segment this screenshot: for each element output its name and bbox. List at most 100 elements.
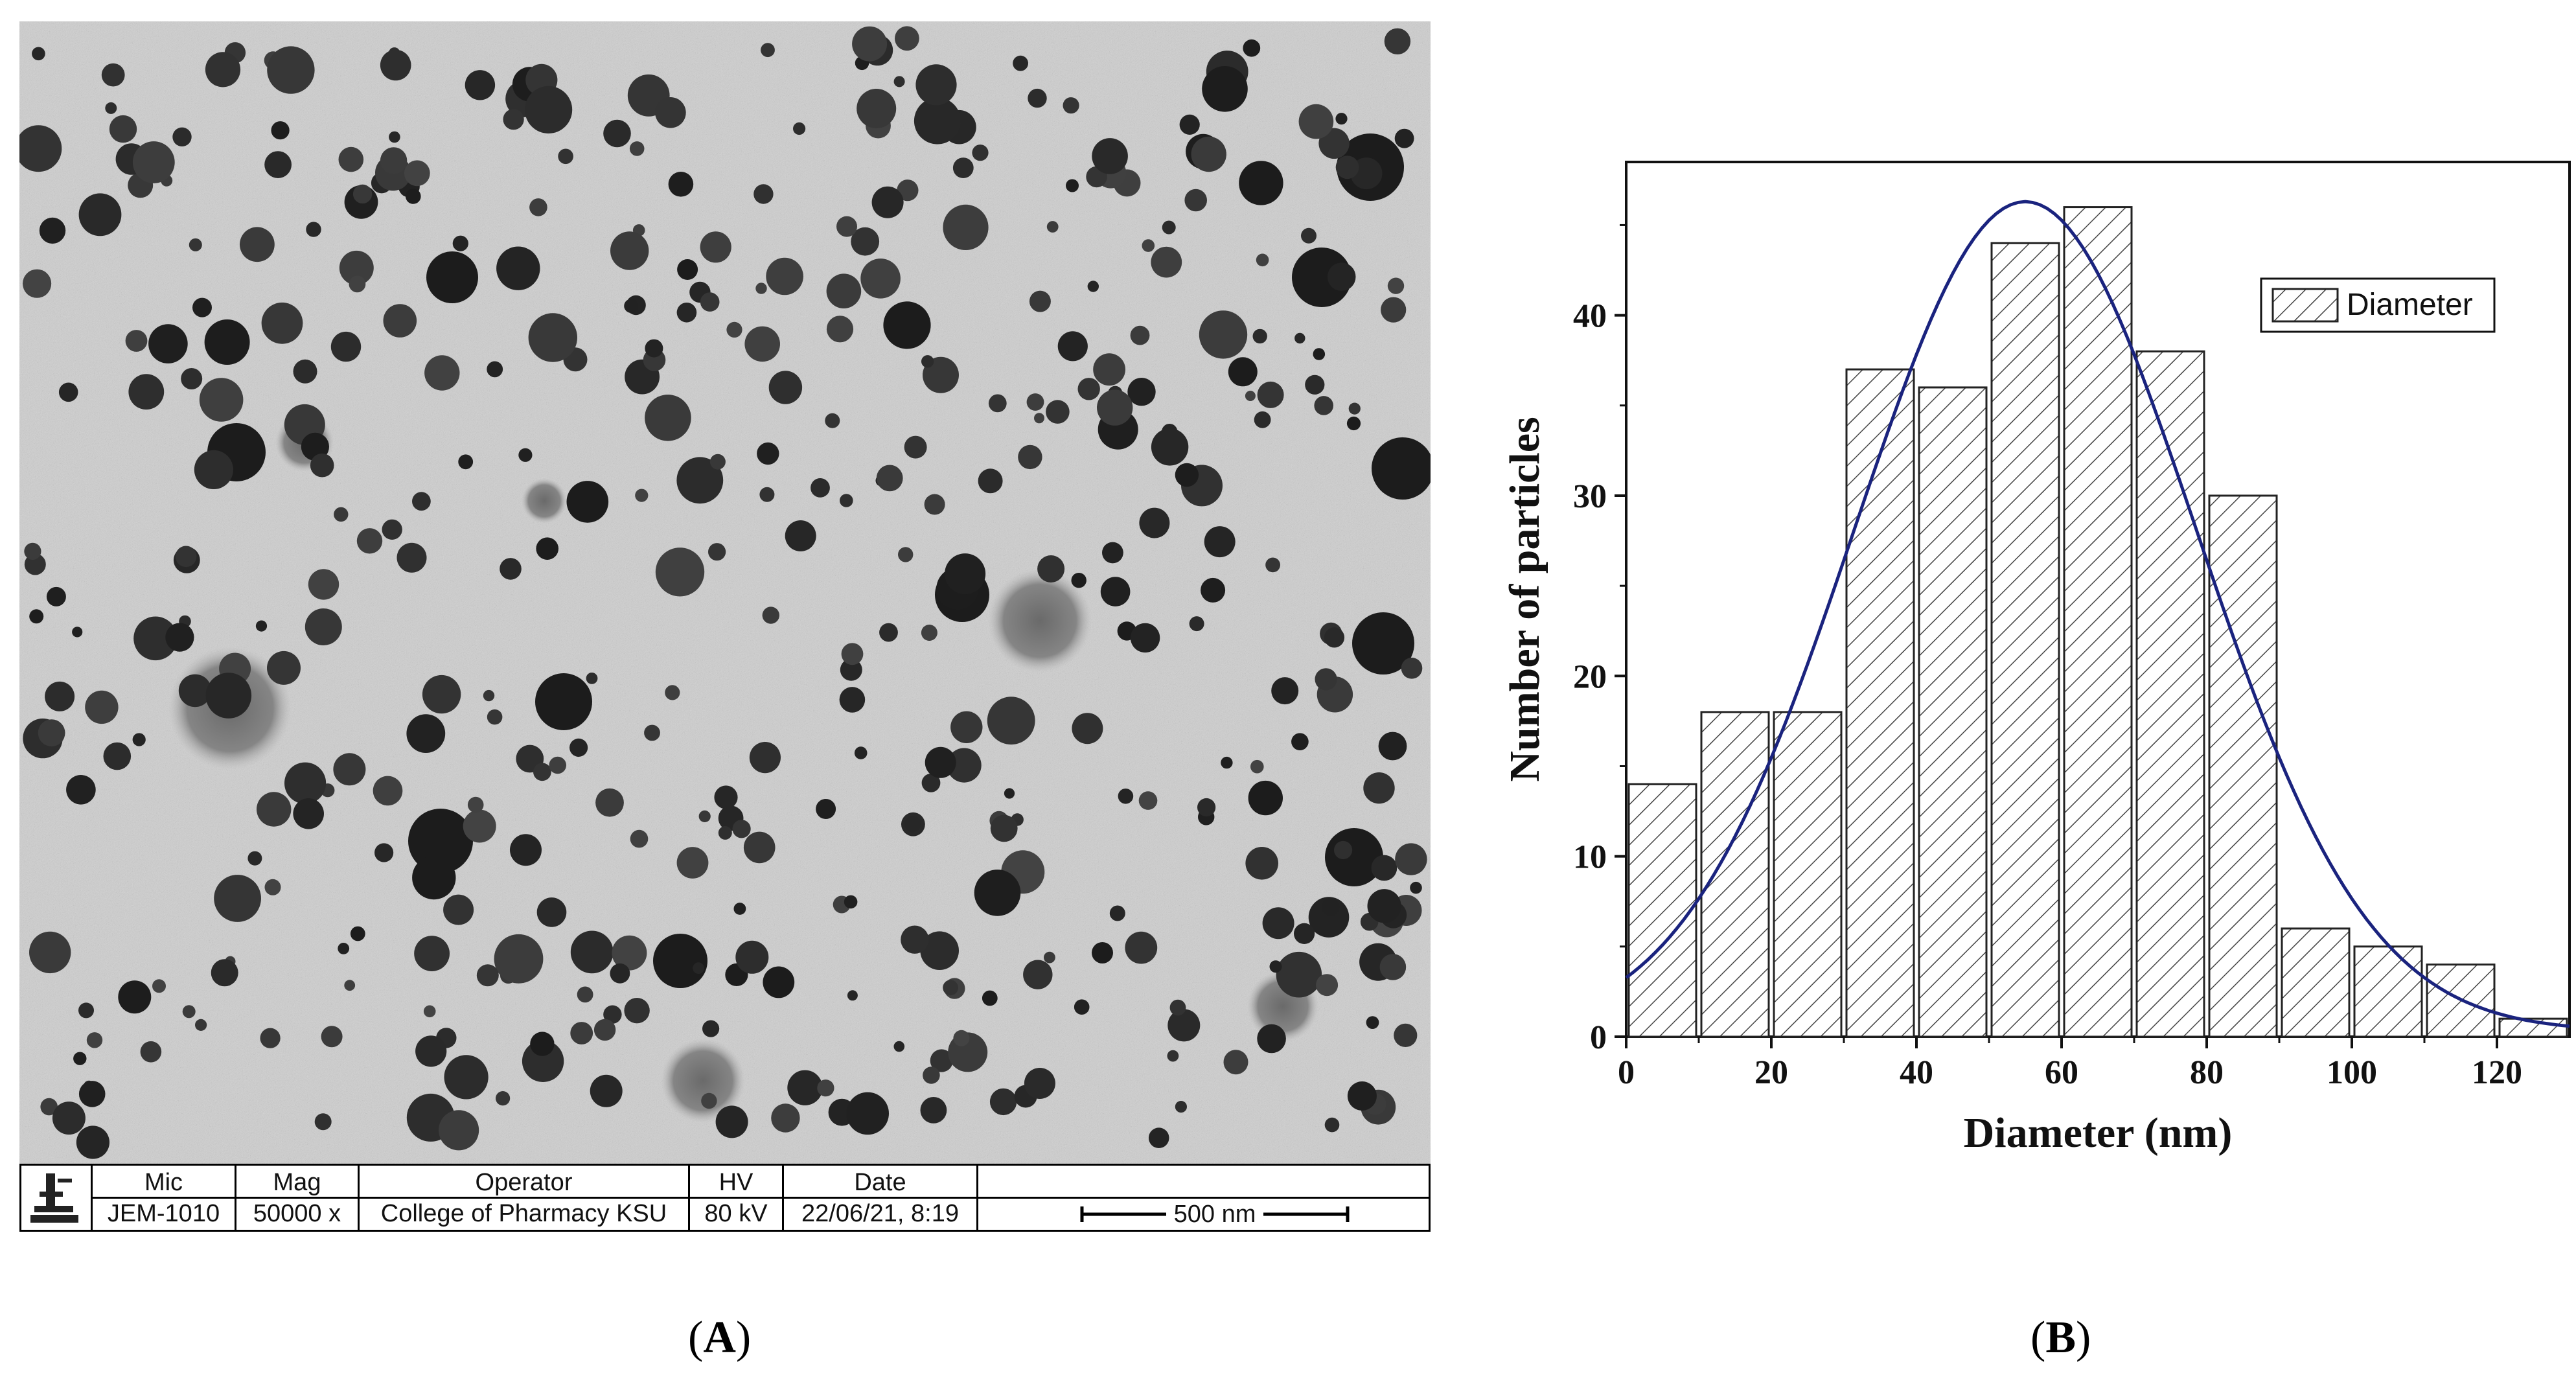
nanoparticle — [496, 1091, 511, 1106]
nanoparticle — [32, 47, 45, 61]
nanoparticle — [529, 198, 547, 216]
nanoparticle — [700, 231, 731, 263]
nanoparticle — [744, 326, 780, 362]
nanoparticle — [1371, 855, 1397, 881]
nanoparticle — [101, 63, 125, 87]
nanoparticle — [1292, 248, 1351, 307]
nanoparticle — [423, 1005, 436, 1018]
nanoparticle — [310, 453, 334, 478]
nanoparticle — [893, 1041, 905, 1052]
hv-label: HV — [719, 1169, 753, 1196]
nanoparticle — [1125, 931, 1158, 964]
nanoparticle — [709, 454, 726, 470]
nanoparticle — [1063, 97, 1079, 114]
nanoparticle — [444, 1055, 489, 1100]
nanoparticle — [293, 798, 325, 829]
nanoparticle — [128, 374, 165, 410]
nanoparticle — [1118, 789, 1134, 804]
nanoparticle — [923, 1067, 940, 1084]
date-label: Date — [854, 1169, 906, 1196]
nanoparticle — [1372, 437, 1431, 500]
nanoparticle — [182, 1005, 196, 1019]
nanoparticle — [1315, 668, 1337, 691]
nanoparticle — [308, 569, 339, 600]
nanoparticle — [702, 1020, 720, 1037]
nanoparticle — [1097, 389, 1133, 426]
nanoparticle — [904, 816, 921, 833]
caption-a-letter: A — [703, 1313, 736, 1363]
y-tick-label: 20 — [1573, 658, 1607, 695]
nanoparticle — [525, 86, 573, 133]
nanoparticle — [1077, 378, 1100, 400]
nanoparticle — [655, 97, 686, 128]
nanoparticle — [1057, 331, 1088, 362]
nanoparticle — [629, 141, 645, 156]
nanoparticle — [895, 26, 919, 51]
nanoparticle — [404, 160, 430, 187]
mic-value: JEM-1010 — [107, 1200, 220, 1227]
nanoparticle — [1367, 889, 1401, 923]
nanoparticle — [1262, 907, 1294, 940]
nanoparticle — [260, 1028, 281, 1048]
nanoparticle — [1204, 526, 1236, 558]
nanoparticle — [624, 299, 638, 313]
nanoparticle — [653, 934, 707, 988]
nanoparticle — [1202, 66, 1248, 112]
diffuse-particle — [661, 1039, 745, 1123]
y-axis-label: Number of particles — [1501, 417, 1548, 781]
nanoparticle — [763, 966, 795, 998]
nanoparticle — [566, 481, 609, 523]
nanoparticle — [267, 46, 315, 94]
nanoparticle — [726, 321, 742, 338]
nanoparticle — [1191, 136, 1226, 172]
nanoparticle — [558, 148, 573, 165]
nanoparticle — [1139, 507, 1170, 538]
nanoparticle — [510, 834, 542, 866]
nanoparticle — [635, 489, 649, 502]
nanoparticle — [1347, 1081, 1377, 1111]
nanoparticle — [1298, 104, 1334, 139]
nanoparticle — [487, 361, 503, 378]
nanoparticle — [467, 796, 484, 813]
nanoparticle — [339, 250, 374, 285]
nanoparticle — [1265, 557, 1280, 573]
nanoparticle — [768, 371, 803, 404]
hv-cell: HV 80 kV — [690, 1166, 784, 1230]
nanoparticle — [109, 115, 137, 143]
nanoparticle — [487, 709, 503, 725]
hv-value: 80 kV — [704, 1200, 768, 1227]
nanoparticle — [39, 217, 66, 244]
nanoparticle — [1071, 573, 1087, 588]
nanoparticle — [452, 235, 468, 251]
nanoparticle — [1066, 179, 1079, 192]
nanoparticle — [530, 1032, 555, 1056]
nanoparticle — [811, 478, 830, 498]
nanoparticle — [700, 292, 720, 312]
nanoparticle — [78, 193, 122, 236]
nanoparticle — [645, 395, 691, 441]
nanoparticle — [930, 1049, 953, 1072]
nanoparticle — [943, 204, 989, 250]
nanoparticle — [1248, 780, 1283, 816]
nanoparticle — [374, 843, 394, 862]
nanoparticle — [732, 820, 751, 838]
nanoparticle — [1199, 310, 1248, 359]
nanoparticle — [1410, 881, 1422, 894]
nanoparticle — [871, 186, 904, 218]
nanoparticle — [826, 316, 854, 343]
nanoparticle — [603, 119, 631, 148]
nanoparticle — [1269, 960, 1282, 973]
nanoparticle — [72, 627, 83, 638]
nanoparticle — [334, 507, 349, 522]
nanoparticle — [1093, 353, 1125, 386]
nanoparticle — [261, 302, 303, 344]
histogram-bar — [2135, 350, 2205, 1038]
nanoparticle — [793, 122, 806, 135]
nanoparticle — [1026, 393, 1044, 411]
nanoparticle — [1256, 253, 1269, 267]
histogram-panel: 0 20 40 60 80 100 120 0 10 20 30 40 Diameter Diamet… — [1484, 123, 2576, 1225]
nanoparticle — [715, 1105, 748, 1138]
nanoparticle — [1324, 627, 1345, 648]
nanoparticle — [29, 931, 71, 974]
nanoparticle — [338, 146, 364, 172]
